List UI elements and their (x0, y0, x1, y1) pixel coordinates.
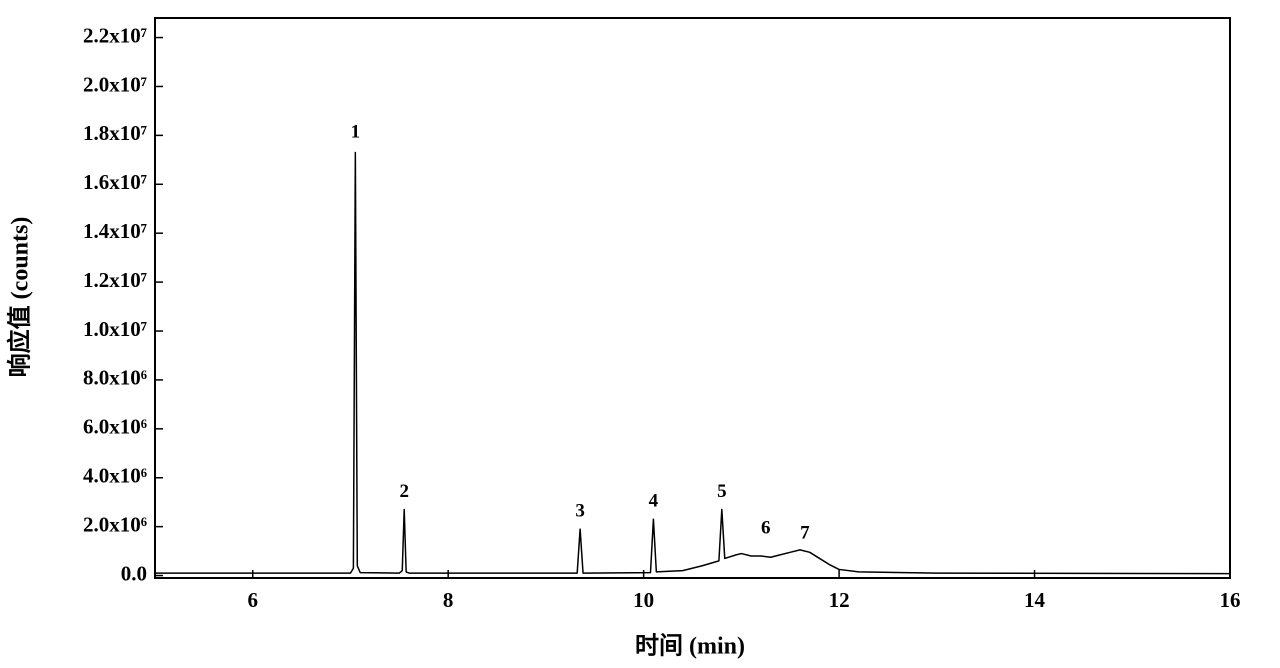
peak-label: 1 (351, 121, 361, 142)
y-tick-label: 6.0x10⁶ (83, 415, 147, 439)
chromatogram-line (155, 151, 1231, 575)
y-tick-label: 2.0x10⁷ (83, 72, 147, 96)
peak-label: 7 (800, 522, 810, 543)
x-tick-label: 14 (1024, 588, 1046, 612)
y-tick-label: 4.0x10⁶ (83, 464, 147, 488)
y-tick-label: 2.2x10⁷ (83, 23, 147, 47)
x-axis-title: 时间 (min) (635, 633, 745, 660)
y-tick-label: 2.0x10⁶ (83, 512, 147, 536)
peak-label: 2 (399, 481, 409, 502)
x-tick-label: 16 (1220, 588, 1241, 612)
y-axis-title: 响应值 (counts) (6, 217, 34, 378)
y-tick-label: 1.6x10⁷ (83, 170, 147, 194)
plot-frame (154, 17, 1231, 579)
y-tick-label: 8.0x10⁶ (83, 366, 147, 390)
y-tick-label: 1.8x10⁷ (83, 121, 147, 145)
y-tick-label: 1.2x10⁷ (83, 268, 147, 292)
y-tick-label: 1.4x10⁷ (83, 219, 147, 243)
x-tick-label: 6 (247, 588, 258, 612)
x-tick-label: 8 (443, 588, 454, 612)
peak-label: 6 (761, 517, 771, 538)
peak-label: 4 (649, 491, 659, 512)
peak-label: 5 (717, 481, 727, 502)
peak-label: 3 (575, 500, 585, 521)
y-tick-label: 0.0 (121, 561, 147, 585)
x-tick-label: 10 (633, 588, 654, 612)
y-tick-label: 1.0x10⁷ (83, 317, 147, 341)
x-tick-label: 12 (829, 588, 850, 612)
